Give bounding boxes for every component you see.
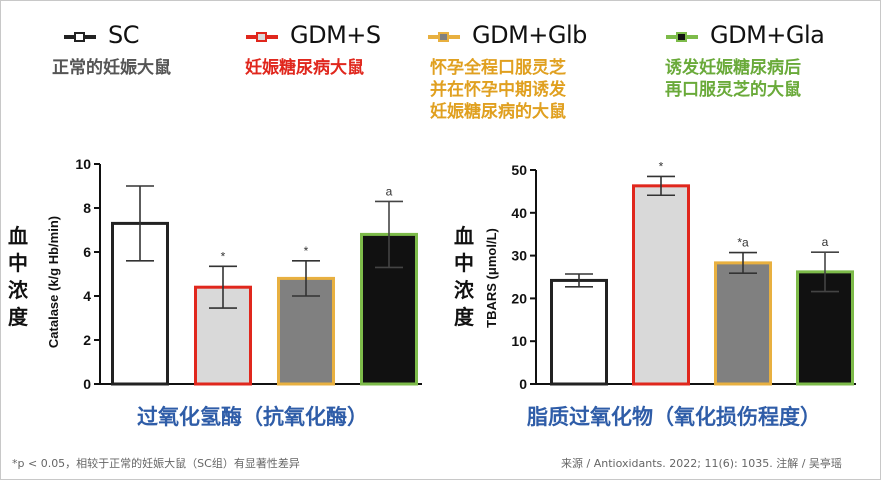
significance-label: *a — [737, 236, 749, 250]
bar-sc — [550, 278, 608, 386]
significance-label: * — [221, 249, 226, 263]
y-tick-label: 20 — [511, 290, 527, 306]
y-tick-label: 2 — [83, 332, 91, 348]
catalase-chart: 0 2 4 6 8 10 * * a Catalase (k/g Hb/min) — [46, 156, 422, 392]
y-tick-label: 30 — [511, 248, 527, 264]
legend-desc-gdm-glb: 怀孕全程口服灵芝 并在怀孕中期诱发 妊娠糖尿病的大鼠 — [430, 58, 566, 122]
y-tick-label: 8 — [83, 200, 91, 216]
legend-marker-gdm-glb — [438, 32, 449, 42]
y-tick-label: 0 — [519, 376, 527, 392]
bars: * * a — [111, 184, 418, 386]
footnote-source: 来源 / Antioxidants. 2022; 11(6): 1035. 注解… — [561, 457, 842, 470]
legend-desc-gdm-gla: 诱发妊娠糖尿病后 再口服灵芝的大鼠 — [665, 58, 801, 100]
y-tick-label: 50 — [511, 162, 527, 178]
footnote-significance: *p < 0.05，相较于正常的妊娠大鼠（SC组）有显著性差异 — [12, 457, 300, 470]
y-tick-label: 4 — [83, 288, 91, 304]
side-label-right: 血 中 浓 度 — [454, 224, 474, 329]
bar-gdm-glb — [714, 261, 772, 386]
legend-desc-sc: 正常的妊娠大鼠 — [52, 58, 171, 78]
y-tick-label: 6 — [83, 244, 91, 260]
y-tick-label: 10 — [511, 333, 527, 349]
significance-label: * — [659, 159, 664, 173]
significance-label: * — [304, 244, 309, 258]
y-tick-label: 0 — [83, 376, 91, 392]
legend-name-sc: SC — [108, 21, 140, 49]
y-axis-label: TBARS (μmol/L) — [484, 228, 499, 328]
caption-catalase: 过氧化氢酶（抗氧化酶） — [137, 405, 368, 429]
legend-name-gdm-glb: GDM+Glb — [472, 21, 587, 49]
axes: 0 10 20 30 40 50 — [511, 162, 856, 392]
legend-name-gdm-s: GDM+S — [290, 21, 381, 49]
side-label-left: 血 中 浓 度 — [8, 224, 28, 329]
bars: * *a a — [550, 159, 854, 386]
legend-name-gdm-gla: GDM+Gla — [710, 21, 825, 49]
legend-marker-gdm-s — [256, 32, 267, 42]
y-tick-label: 40 — [511, 205, 527, 221]
legend-desc-gdm-s: 妊娠糖尿病大鼠 — [245, 58, 364, 78]
legend-marker-gdm-gla — [676, 32, 687, 42]
bar-gdm-s — [632, 184, 690, 386]
y-axis-label: Catalase (k/g Hb/min) — [46, 216, 61, 348]
y-tick-label: 10 — [75, 156, 91, 172]
tbars-chart: 0 10 20 30 40 50 * *a a TBARS (μmol/L) — [484, 159, 856, 392]
significance-label: a — [386, 184, 393, 198]
caption-tbars: 脂质过氧化物（氧化损伤程度） — [527, 405, 821, 429]
significance-label: a — [822, 235, 829, 249]
legend-marker-sc — [74, 32, 85, 42]
